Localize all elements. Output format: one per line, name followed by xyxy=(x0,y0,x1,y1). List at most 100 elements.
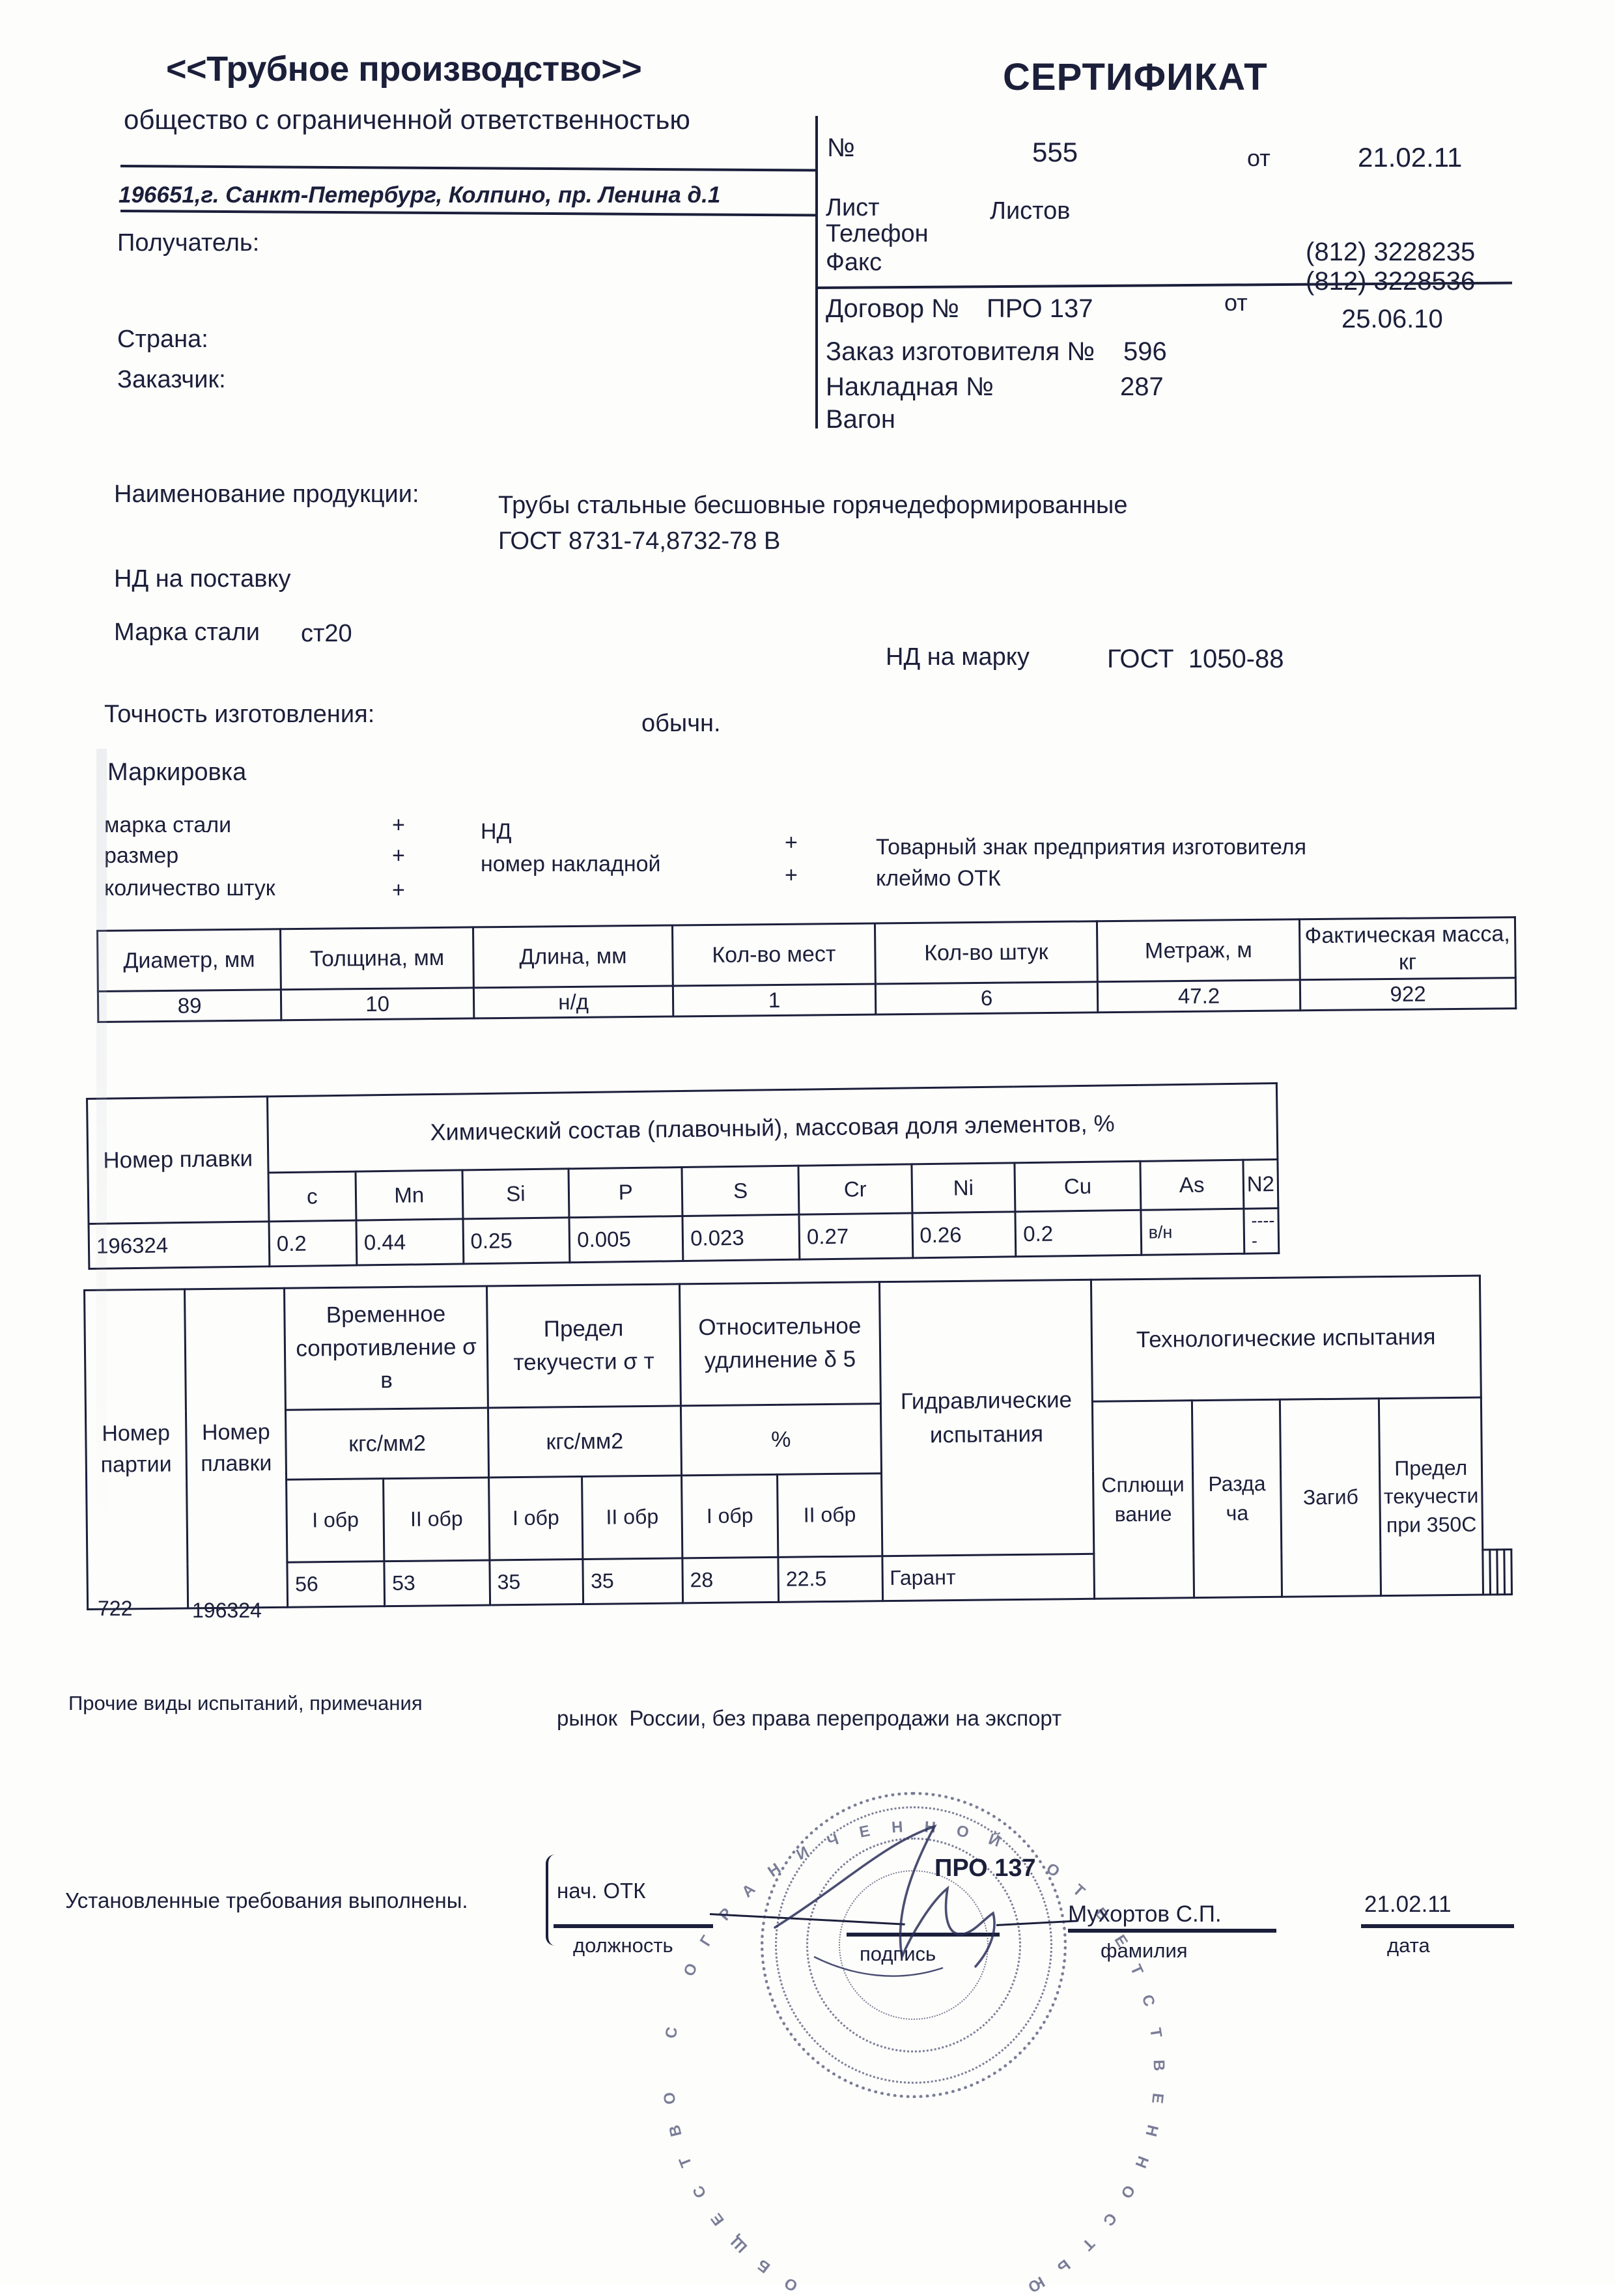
mech-cell-elong-2: 22.5 xyxy=(778,1556,883,1603)
chem-header-si: Si xyxy=(462,1168,570,1219)
date-from-label-1: от xyxy=(1247,145,1271,171)
certificate-number-label: № xyxy=(827,133,855,162)
header-divider-1 xyxy=(120,165,817,172)
dims-cell-length: н/д xyxy=(473,986,673,1018)
phone-value: (812) 3228235 xyxy=(1306,238,1476,266)
dims-cell-diameter: 89 xyxy=(98,989,281,1022)
mech-header-elongation: Относительное удлинение δ 5 xyxy=(679,1281,881,1406)
dims-header-length: Длина, мм xyxy=(473,925,673,988)
dimensions-table: Диаметр, мм Толщина, мм Длина, мм Кол-во… xyxy=(96,916,1517,1023)
precision-value: обычн. xyxy=(641,710,721,737)
mech-cell-yield-1: 35 xyxy=(489,1559,583,1605)
signature-line-sign xyxy=(847,1933,1000,1937)
mech-cell-yield-350c xyxy=(1504,1549,1512,1595)
mech-cell-elong-1: 28 xyxy=(682,1557,779,1603)
dims-cell-pieces: 6 xyxy=(875,981,1098,1015)
contract-label: Договор № xyxy=(826,294,960,323)
sheets-label: Листов xyxy=(990,197,1071,225)
contract-date: 25.06.10 xyxy=(1341,305,1443,333)
marking-item-quantity: количество штук xyxy=(104,876,275,901)
chem-header-n2: N2 xyxy=(1243,1159,1278,1209)
mech-cell-tensile-2: 53 xyxy=(384,1560,490,1606)
marking-item-steel-grade: марка стали xyxy=(104,813,232,837)
mechanical-properties-table: Номер партии Номер плавки Временное сопр… xyxy=(83,1274,1513,1610)
other-tests-label: Прочие виды испытаний, примечания xyxy=(68,1692,423,1715)
fax-value: (812) 3228536 xyxy=(1306,267,1476,296)
signature-line-name xyxy=(1068,1929,1276,1933)
table-row-header-units: кгс/мм2 кгс/мм2 % Сплющи вание Разда ча … xyxy=(85,1397,1510,1599)
chem-cell-heat-number: 196324 xyxy=(89,1221,270,1269)
nd-supply-label: НД на поставку xyxy=(114,565,291,593)
chem-header-title: Химический состав (плавочный), массовая … xyxy=(267,1083,1278,1173)
mech-header-yield-unit: кгс/мм2 xyxy=(488,1405,682,1477)
steel-grade-label: Марка стали xyxy=(114,619,260,646)
mech-cell-batch: 722 xyxy=(98,1597,133,1620)
scan-edge-artifact xyxy=(96,749,107,1530)
chem-cell-cu: 0.2 xyxy=(1015,1210,1142,1257)
marking-plus-3: + xyxy=(392,878,405,903)
manufacturer-order-value: 596 xyxy=(1123,337,1167,366)
signature-caption: подпись xyxy=(860,1942,936,1965)
mech-header-yield-sample1: I обр xyxy=(488,1476,583,1560)
dims-header-diameter: Диаметр, мм xyxy=(97,929,281,992)
nd-grade-value: ГОСТ 1050-88 xyxy=(1107,645,1284,673)
marking-item-size: размер xyxy=(104,843,179,868)
certificate-date: 21.02.11 xyxy=(1358,142,1463,173)
fax-label: Факс xyxy=(826,249,882,276)
dims-cell-mass: 922 xyxy=(1300,977,1516,1011)
mech-header-yield: Предел текучести σ т xyxy=(486,1283,681,1408)
chem-header-cr: Cr xyxy=(798,1164,912,1215)
marking-item-trademark: Товарный знак предприятия изготовителя xyxy=(876,835,1307,860)
product-name-value: Трубы стальные бесшовные горячедеформиро… xyxy=(498,492,1128,519)
signature-line-date xyxy=(1361,1924,1514,1928)
certificate-number-value: 555 xyxy=(1032,137,1078,167)
signature-date-caption: дата xyxy=(1387,1934,1430,1957)
dims-header-mass: Фактическая масса, кг xyxy=(1299,917,1516,980)
signatory-position: нач. ОТК xyxy=(557,1879,646,1903)
chem-header-as: As xyxy=(1140,1160,1244,1211)
mech-header-bending: Загиб xyxy=(1280,1398,1382,1597)
mech-header-yield-350c: Предел текучести при 350С xyxy=(1379,1397,1483,1596)
signatory-position-caption: должность xyxy=(573,1934,673,1957)
signatory-name: Мухортов С.П. xyxy=(1068,1901,1222,1927)
chem-header-s: S xyxy=(682,1166,800,1216)
chem-header-ni: Ni xyxy=(911,1162,1016,1213)
manufacturer-order-label: Заказ изготовителя № xyxy=(826,337,1095,366)
company-address: 196651,г. Санкт-Петербург, Колпино, пр. … xyxy=(119,182,721,208)
dims-cell-meterage: 47.2 xyxy=(1097,979,1300,1013)
other-tests-value: рынок России, без права перепродажи на э… xyxy=(557,1706,1062,1730)
mech-cell-tensile-1: 56 xyxy=(287,1561,385,1608)
signature-date: 21.02.11 xyxy=(1364,1892,1452,1917)
precision-label: Точность изготовления: xyxy=(104,701,375,728)
phone-label: Телефон xyxy=(826,220,929,247)
mech-cell-hydraulic: Гарант xyxy=(882,1554,1095,1601)
chem-cell-p: 0.005 xyxy=(569,1216,684,1263)
chem-header-c: c xyxy=(268,1171,356,1222)
marking-plus-2: + xyxy=(392,843,405,868)
certificate-title: СЕРТИФИКАТ xyxy=(1003,56,1268,98)
mech-header-tensile-sample1: I обр xyxy=(286,1478,385,1563)
mech-cell-heat: 196324 xyxy=(192,1599,262,1622)
wagon-label: Вагон xyxy=(826,405,895,434)
sheet-label: Лист xyxy=(826,194,880,221)
chem-cell-s: 0.023 xyxy=(682,1214,800,1261)
mech-cell-yield-2: 35 xyxy=(583,1558,683,1604)
handwritten-signature xyxy=(774,1824,996,1977)
dims-header-places: Кол-во мест xyxy=(672,923,876,987)
chemical-composition-table: Номер плавки Химический состав (плавочны… xyxy=(86,1082,1280,1270)
chem-cell-mn: 0.44 xyxy=(356,1218,464,1266)
mech-header-heat: Номер плавки xyxy=(184,1288,288,1608)
table-row-header: Номер партии Номер плавки Временное сопр… xyxy=(84,1276,1510,1610)
header-divider-2 xyxy=(120,210,816,217)
marking-item-otk-stamp: клеймо ОТК xyxy=(876,866,1001,891)
stamp-side-number: ПРО 137 xyxy=(934,1855,1036,1882)
chem-cell-cr: 0.27 xyxy=(799,1212,913,1260)
requirements-met-text: Установленные требования выполнены. xyxy=(65,1888,468,1912)
mech-header-flattening: Сплющи вание xyxy=(1091,1400,1194,1599)
product-name-label: Наименование продукции: xyxy=(114,481,419,508)
product-standard: ГОСТ 8731-74,8732-78 В xyxy=(498,527,781,555)
signature-bracket xyxy=(546,1855,565,1946)
mech-header-hydraulic: Гидравлические испытания xyxy=(879,1280,1094,1556)
mech-header-elong-sample2: II обр xyxy=(777,1473,882,1558)
